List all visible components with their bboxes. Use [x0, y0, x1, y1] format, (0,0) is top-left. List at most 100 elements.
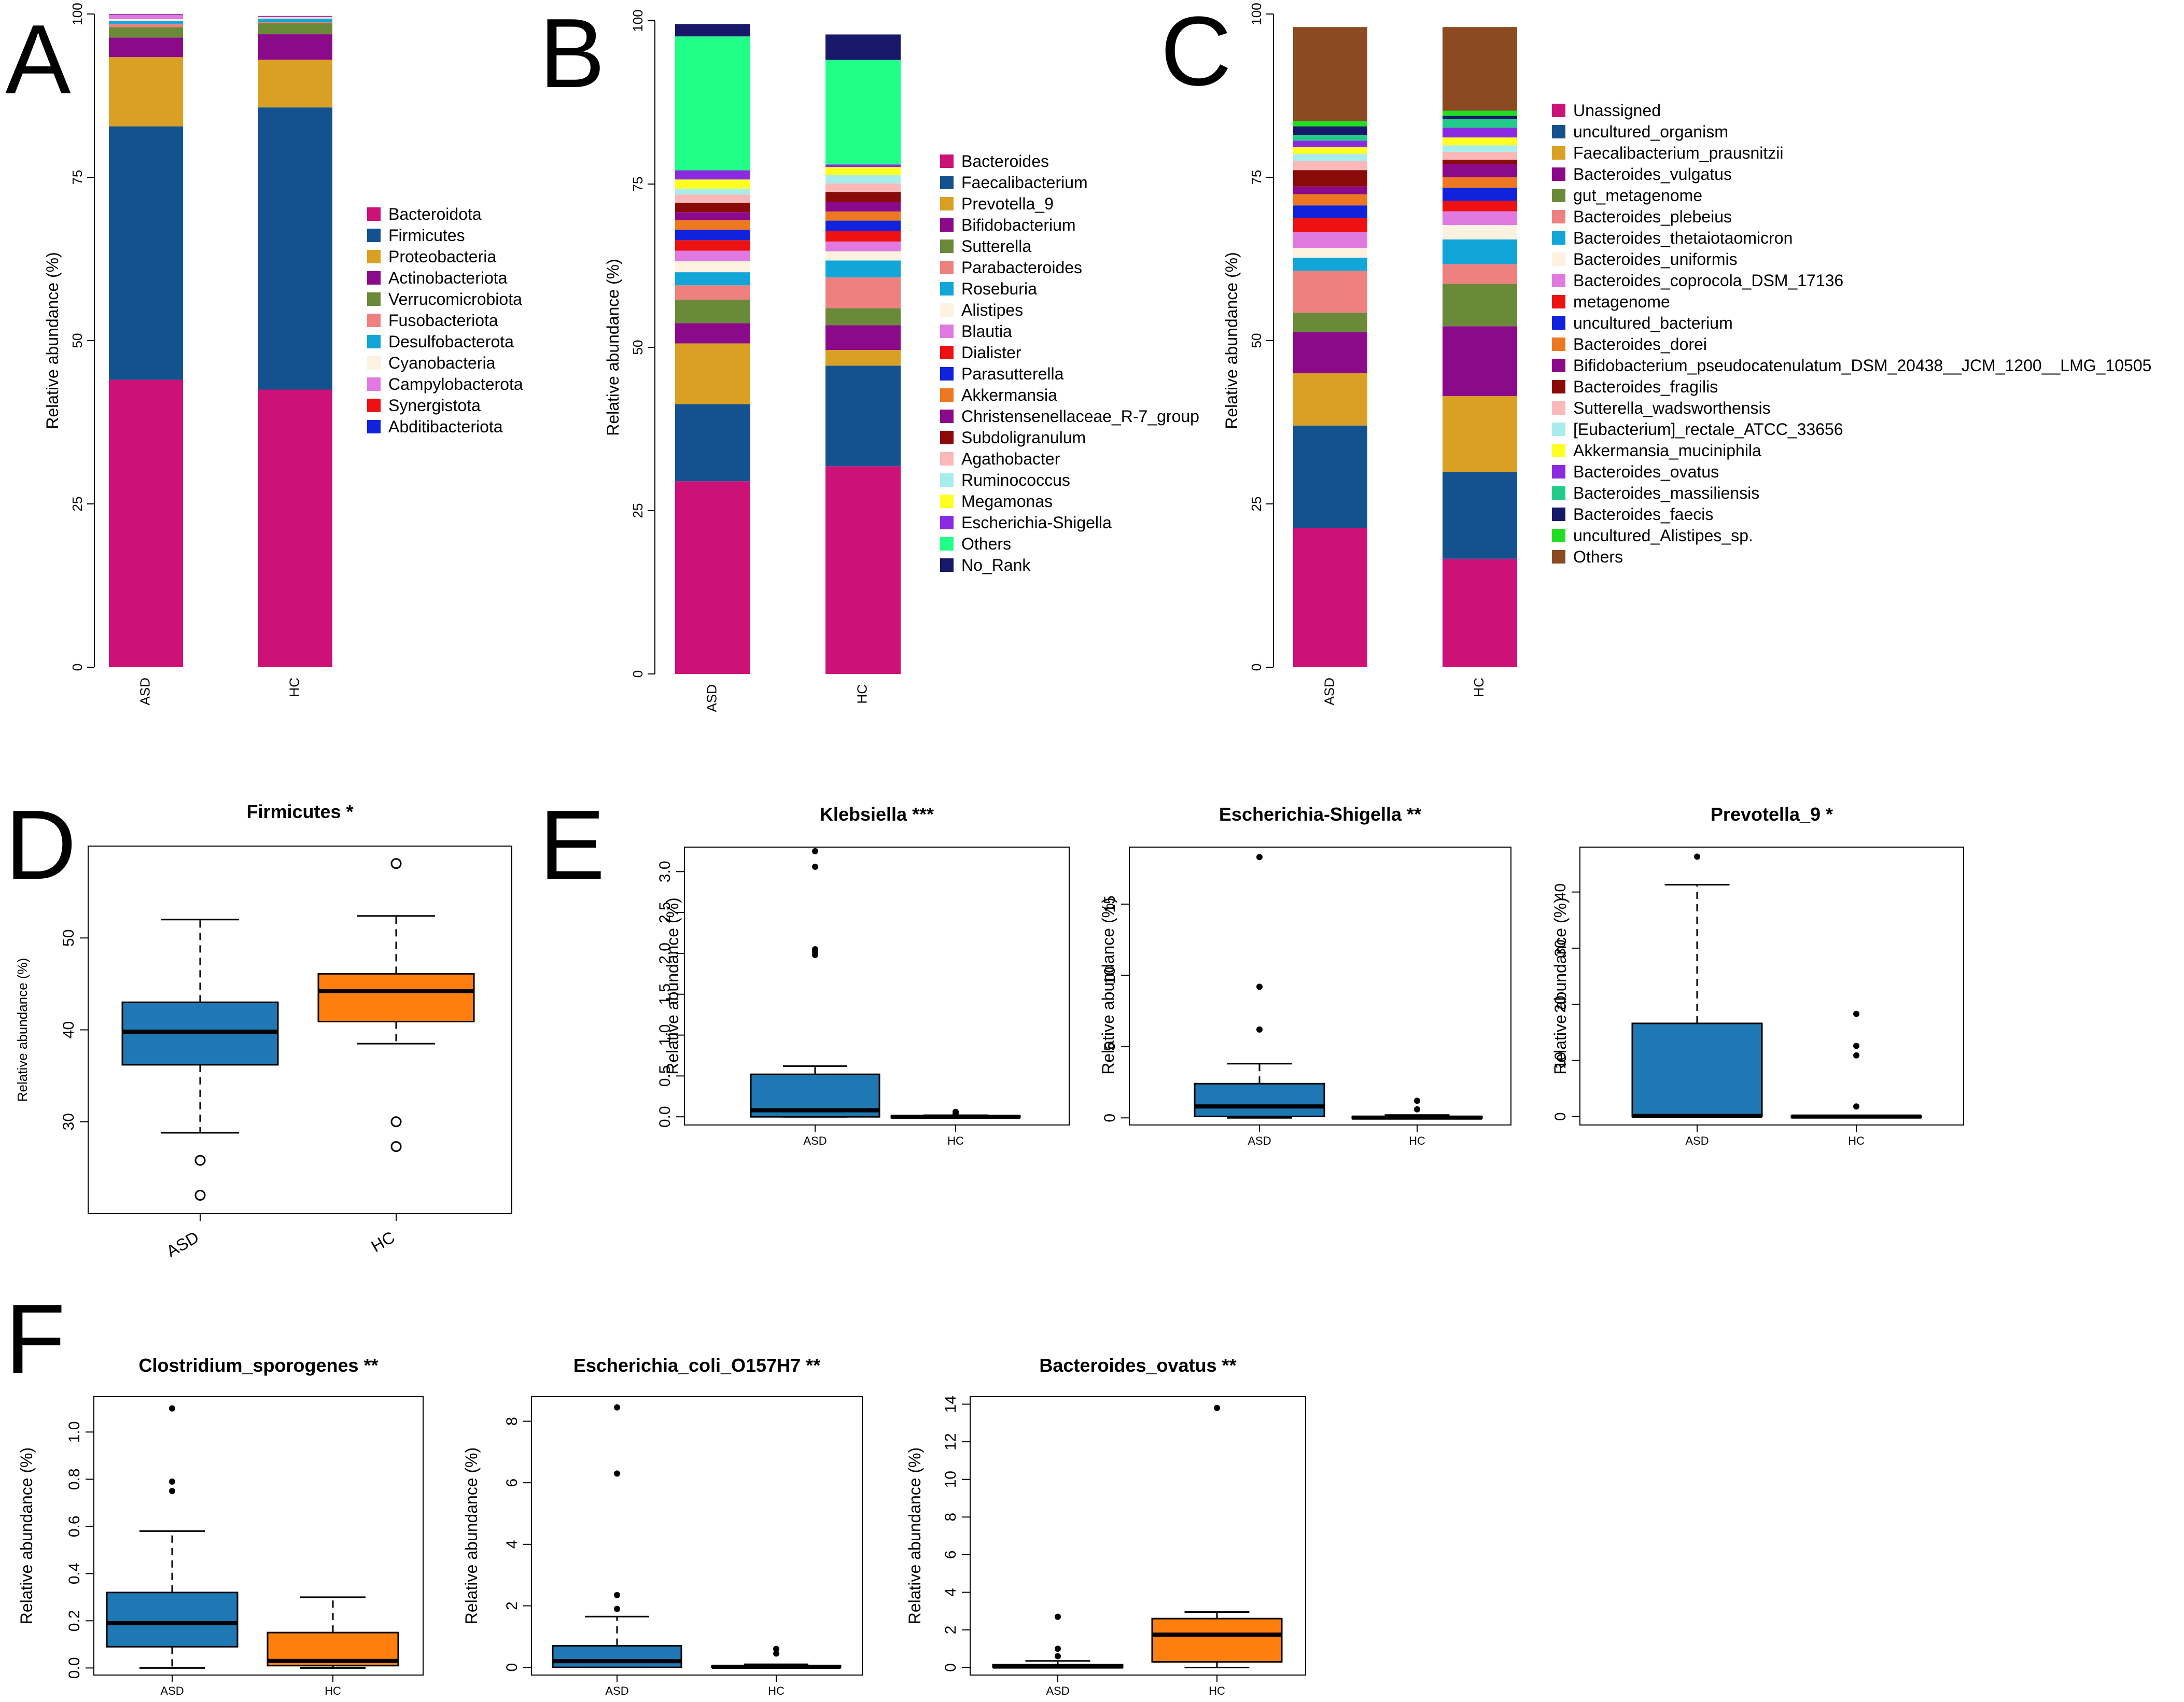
bar-segment-bacteroides-ovatus-asd: [1293, 140, 1367, 148]
legend-swatch-alistipes: [940, 303, 954, 317]
legend-label-synergistota: Synergistota: [388, 396, 481, 415]
legend-swatch-bacteroidota: [367, 207, 381, 221]
legend-swatch-escherichia-shigella: [940, 516, 954, 529]
y-tick-label: 30: [1552, 939, 1569, 957]
bar-segment-firmicutes-asd: [109, 126, 183, 380]
y-tick-label: 10: [1552, 1052, 1569, 1069]
box-iqr: [1194, 1082, 1325, 1118]
legend-label-bacteroides-thetaiotaomicron: Bacteroides_thetaiotaomicron: [1573, 229, 1793, 247]
legend-label-parabacteroides: Parabacteroides: [961, 258, 1082, 277]
bar-segment-uncultured-alistipes-sp-hc: [1443, 110, 1517, 116]
y-axis-label: Relative abundance (%): [17, 1447, 36, 1625]
box-group-hc: [890, 1108, 1021, 1119]
legend-swatch-christensenellaceae-r-7-group: [940, 410, 954, 423]
bar-segment-fusobacteriota-hc: [258, 22, 332, 23]
x-category-label-asd: ASD: [163, 1228, 202, 1261]
bar-segment-metagenome-hc: [1443, 201, 1517, 212]
plot-frame: [684, 847, 1070, 1126]
y-axis-label: Relative abundance (%): [462, 1447, 481, 1625]
bar-segment-uncultured-bacterium-hc: [1443, 188, 1517, 201]
stacked-bar-chart-species: 0 25 50 75 100 Relative abundance (%) ASD HC Una…: [1222, 3, 2151, 705]
y-tick-label: 0.8: [66, 1468, 83, 1490]
box-iqr: [552, 1645, 682, 1668]
legend-swatch-bacteroides-vulgatus: [1552, 167, 1565, 181]
bar-segment-bacteroides-faecis-asd: [1293, 126, 1367, 135]
y-axis-label: Relative abundance (%): [604, 259, 622, 436]
y-tick-label: 6: [942, 1550, 959, 1559]
y-tick-label: 0: [69, 664, 85, 671]
bar-segment-faecalibacterium-hc: [825, 365, 901, 467]
plot-frame: [1129, 847, 1511, 1126]
panel-letter-d: D: [5, 790, 76, 900]
legend-label-parasutterella: Parasutterella: [961, 364, 1064, 383]
legend-swatch-proteobacteria: [367, 250, 381, 263]
y-axis-label: Relative abundance (%): [1099, 897, 1117, 1075]
box-group-asd: [750, 848, 880, 1118]
box-iqr: [317, 973, 475, 1023]
outlier-point: [953, 1110, 959, 1117]
legend-swatch-others: [1552, 550, 1565, 564]
legend-swatch-uncultured-alistipes-sp: [1552, 529, 1565, 542]
bar-segment-fusobacteriota-asd: [109, 23, 183, 27]
x-category-label-asd: ASD: [137, 678, 152, 705]
bar-segment-parabacteroides-hc: [825, 277, 901, 308]
y-axis-label: Relative abundance (%): [663, 897, 682, 1075]
bar-segment-others-asd: [675, 36, 750, 171]
legend-label-verrucomicrobiota: Verrucomicrobiota: [388, 290, 522, 308]
bar-segment-verrucomicrobiota-hc: [258, 23, 332, 35]
legend-label-megamonas: Megamonas: [961, 492, 1053, 511]
y-axis-label: Relative abundance (%): [15, 958, 30, 1102]
bar-segment-bacteroides-faecis-hc: [1443, 116, 1517, 119]
panel-letter-a: A: [5, 5, 71, 115]
outlier-point: [1853, 1043, 1859, 1049]
legend-label-bacteroidota: Bacteroidota: [388, 205, 482, 223]
outlier-point: [1853, 1052, 1859, 1059]
legend-swatch-bacteroides-uniformis: [1552, 252, 1565, 266]
legend-swatch-blautia: [940, 325, 954, 338]
y-axis-label: Relative abundance (%): [1551, 897, 1570, 1075]
bar-segment-proteobacteria-hc: [258, 60, 332, 108]
outlier-point: [1055, 1645, 1061, 1652]
box-group-asd: [121, 919, 279, 1201]
y-tick-label: 50: [69, 333, 85, 348]
y-tick-label: 2: [942, 1626, 959, 1635]
panel-letter-b: B: [539, 0, 605, 108]
y-tick-label: 40: [60, 1021, 77, 1038]
box-group-hc: [711, 1645, 842, 1669]
bar-segment-blautia-asd: [675, 250, 750, 261]
outlier-point: [169, 1488, 175, 1495]
legend-label-bacteroides-faecis: Bacteroides_faecis: [1573, 505, 1713, 524]
bar-segment-cyanobacteria-hc: [258, 17, 332, 19]
bar-segment-bacteroides-thetaiotaomicron-asd: [1293, 257, 1367, 271]
legend-label-bacteroides-ovatus: Bacteroides_ovatus: [1573, 462, 1719, 481]
y-tick-label: 0.0: [656, 1106, 674, 1128]
bar-segment-eubacterium-rectale-atcc-33656-hc: [1443, 145, 1517, 152]
legend-label-bacteroides-plebeius: Bacteroides_plebeius: [1573, 207, 1732, 226]
legend-label-uncultured-organism: uncultured_organism: [1573, 122, 1728, 141]
bar-segment-christensenellaceae-r-7-group-asd: [675, 212, 750, 220]
bar-segment-akkermansia-hc: [825, 211, 901, 221]
outlier-point: [169, 1405, 175, 1412]
bar-segment-prevotella-9-hc: [825, 350, 901, 366]
legend-label-bacteroides: Bacteroides: [961, 152, 1049, 171]
legend-swatch-uncultured-organism: [1552, 125, 1565, 138]
y-tick-label: 50: [1249, 333, 1264, 348]
y-tick-label: 75: [69, 170, 85, 185]
legend-swatch-megamonas: [940, 495, 954, 508]
x-category-label-hc: HC: [768, 1684, 785, 1697]
legend-label-sutterella: Sutterella: [961, 237, 1031, 256]
y-tick-label: 100: [1249, 3, 1264, 25]
bar-segment-others-hc: [825, 60, 901, 165]
outlier-point: [1256, 1026, 1263, 1033]
y-axis-label: Relative abundance (%): [905, 1447, 924, 1625]
y-tick-label: 2: [503, 1601, 521, 1610]
legend-swatch-agathobacter: [940, 452, 954, 466]
box-group-asd: [1631, 853, 1763, 1118]
legend-label-campylobacterota: Campylobacterota: [388, 375, 523, 393]
bar-segment-parasutterella-hc: [825, 220, 901, 231]
legend-swatch-bifidobacterium-pseudocatenulatum-dsm-20438-jcm-1200-lmg-10505: [1552, 359, 1565, 372]
x-category-label-hc: HC: [854, 684, 870, 704]
y-tick-label: 8: [503, 1417, 521, 1426]
outlier-point: [1256, 854, 1263, 861]
